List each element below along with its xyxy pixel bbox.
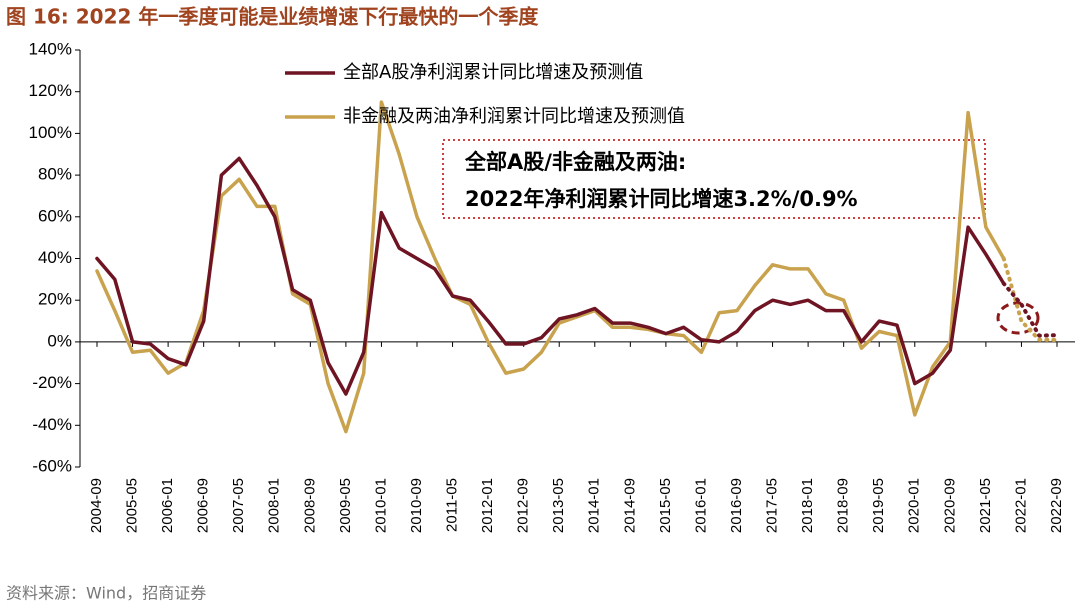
x-tick-label: 2009-05 [337, 478, 354, 533]
x-tick-label: 2007-05 [230, 478, 247, 533]
y-tick-label: 120% [29, 81, 72, 100]
y-tick-label: 80% [38, 165, 72, 184]
x-tick-label: 2022-01 [1012, 478, 1029, 533]
y-tick-label: 20% [38, 290, 72, 309]
x-tick-label: 2013-05 [550, 478, 567, 533]
chart-title: 图 16: 2022 年一季度可能是业绩增速下行最快的一个季度 [6, 5, 539, 29]
source: 资料来源：Wind，招商证券 [6, 584, 206, 603]
y-tick-label: -60% [32, 456, 72, 475]
x-tick-label: 2004-09 [88, 478, 105, 533]
x-tick-label: 2012-09 [515, 478, 532, 533]
y-tick-label: -20% [32, 373, 72, 392]
x-tick-label: 2008-01 [266, 478, 283, 533]
x-tick-label: 2014-01 [586, 478, 603, 533]
x-tick-label: 2018-09 [835, 478, 852, 533]
x-tick-label: 2006-01 [159, 478, 176, 533]
x-tick-label: 2021-05 [977, 478, 994, 533]
annotation-box [442, 139, 986, 219]
y-tick-label: 60% [38, 206, 72, 225]
x-tick-label: 2022-09 [1048, 478, 1065, 533]
x-tick-label: 2008-09 [301, 478, 318, 533]
x-tick-label: 2016-01 [692, 478, 709, 533]
x-tick-label: 2018-01 [799, 478, 816, 533]
y-tick-label: 40% [38, 248, 72, 267]
x-tick-label: 2006-09 [195, 478, 212, 533]
x-tick-label: 2019-05 [870, 478, 887, 533]
x-tick-label: 2015-05 [657, 478, 674, 533]
legend-label: 非金融及两油净利润累计同比增速及预测值 [343, 106, 685, 127]
x-tick-label: 2020-01 [906, 478, 923, 533]
forecast-line [1001, 281, 1059, 338]
forecast-line [1001, 256, 1059, 342]
x-tick-label: 2010-01 [372, 478, 389, 533]
x-tick-label: 2014-09 [621, 478, 638, 533]
x-tick-label: 2017-05 [764, 478, 781, 533]
x-tick-label: 2011-05 [444, 478, 461, 532]
highlight-circle [996, 301, 1040, 335]
x-tick-label: 2010-09 [408, 478, 425, 533]
series-line [95, 156, 1006, 396]
x-tick-label: 2016-09 [728, 478, 745, 533]
y-tick-label: 140% [29, 39, 72, 58]
annotation: 2022年净利润累计同比增速3.2%/0.9% [465, 187, 858, 211]
y-tick-label: 0% [47, 331, 72, 350]
legend-label: 全部A股净利润累计同比增速及预测值 [343, 62, 643, 83]
x-tick-label: 2012-01 [479, 478, 496, 533]
y-tick-label: -40% [32, 415, 72, 434]
y-tick-label: 100% [29, 123, 72, 142]
annotation: 全部A股/非金融及两油: [464, 150, 686, 174]
x-tick-label: 2020-09 [941, 478, 958, 533]
x-tick-label: 2005-05 [124, 478, 141, 533]
